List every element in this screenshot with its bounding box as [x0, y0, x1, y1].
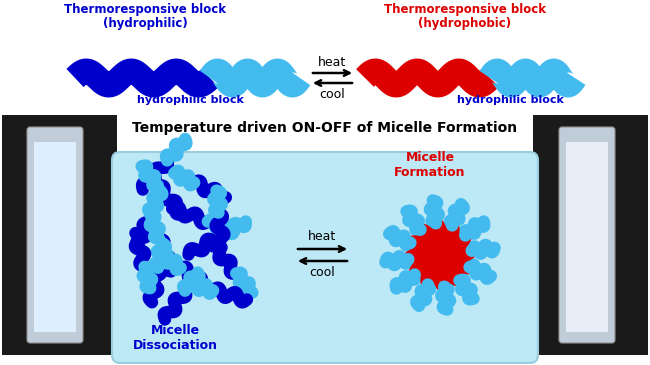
Text: heat: heat [308, 231, 336, 243]
FancyBboxPatch shape [27, 127, 83, 343]
Text: hydrophilic block: hydrophilic block [456, 95, 564, 105]
FancyBboxPatch shape [559, 127, 615, 343]
Circle shape [422, 237, 458, 273]
Text: Micelle
Dissociation: Micelle Dissociation [133, 324, 218, 352]
Text: cool: cool [309, 266, 335, 280]
Text: Thermoresponsive block: Thermoresponsive block [64, 4, 226, 16]
Text: (hydrophobic): (hydrophobic) [419, 16, 512, 30]
Bar [533, 115, 648, 355]
Text: (hydrophilic): (hydrophilic) [103, 16, 187, 30]
Text: Micelle
Formation: Micelle Formation [395, 151, 466, 179]
Text: Thermoresponsive block: Thermoresponsive block [384, 4, 546, 16]
Text: cool: cool [319, 88, 345, 100]
Text: hydrophilic block: hydrophilic block [136, 95, 244, 105]
Bar [34, 142, 76, 332]
Text: heat: heat [318, 55, 346, 69]
Bar [566, 142, 608, 332]
Text: Temperature driven ON-OFF of Micelle Formation: Temperature driven ON-OFF of Micelle For… [133, 121, 517, 135]
Bar [2, 115, 117, 355]
FancyBboxPatch shape [112, 152, 538, 363]
